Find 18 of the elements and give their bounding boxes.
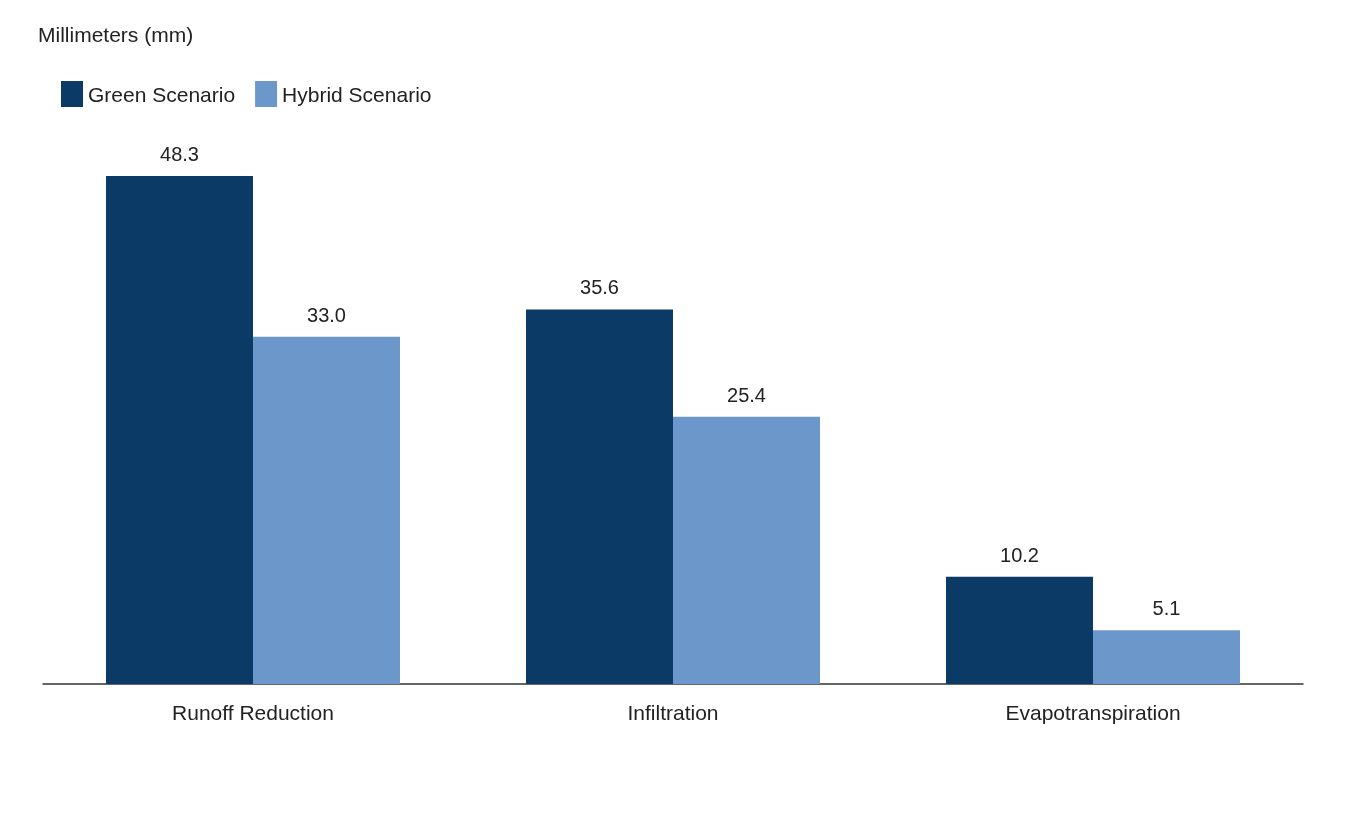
bar: [526, 309, 673, 684]
data-label: 10.2: [1000, 543, 1039, 566]
bar: [673, 416, 820, 684]
legend-label: Hybrid Scenario: [282, 82, 432, 106]
x-tick-label: Runoff Reduction: [172, 701, 334, 724]
bar: [946, 576, 1093, 684]
x-tick-label: Evapotranspiration: [1005, 701, 1181, 724]
bar: [106, 175, 253, 684]
x-tick-label: Infiltration: [627, 701, 719, 724]
data-label: 33.0: [307, 303, 346, 326]
data-label: 25.4: [727, 383, 766, 406]
data-label: 35.6: [580, 276, 619, 299]
bar: [1093, 630, 1240, 684]
data-label: 48.3: [160, 142, 199, 165]
legend-label: Green Scenario: [88, 82, 236, 106]
data-label: 5.1: [1152, 597, 1181, 620]
bar: [253, 336, 400, 684]
text: Millimeters (mm): [38, 23, 194, 46]
